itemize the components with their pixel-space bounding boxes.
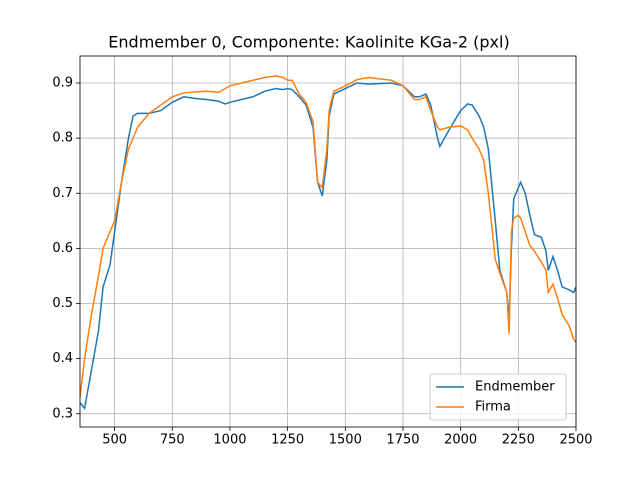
y-tick-label: 0.4 [52,351,73,366]
y-tick-label: 0.6 [52,241,73,256]
y-tick-label: 0.3 [52,406,73,421]
legend-label: Endmember [475,380,555,395]
plot-frame [79,55,577,428]
chart-title: Endmember 0, Componente: Kaolinite KGa-2… [108,33,509,52]
x-tick-label: 2500 [559,433,592,448]
x-tick-label: 2250 [502,433,535,448]
y-tick-label: 0.7 [52,186,73,201]
series-line [80,82,576,410]
x-tick-label: 1500 [329,433,362,448]
legend-label: Firma [475,400,511,415]
x-tick-label: 1250 [271,433,304,448]
x-tick-label: 1750 [386,433,419,448]
x-tick-label: 750 [160,433,185,448]
y-tick-label: 0.8 [52,131,73,146]
x-tick-label: 1000 [213,433,246,448]
x-tick-label: 500 [102,433,127,448]
x-tick-label: 2000 [444,433,477,448]
y-tick-label: 0.5 [52,296,73,311]
legend-box [429,373,567,421]
series-line [80,75,576,398]
y-tick-label: 0.9 [52,76,73,91]
